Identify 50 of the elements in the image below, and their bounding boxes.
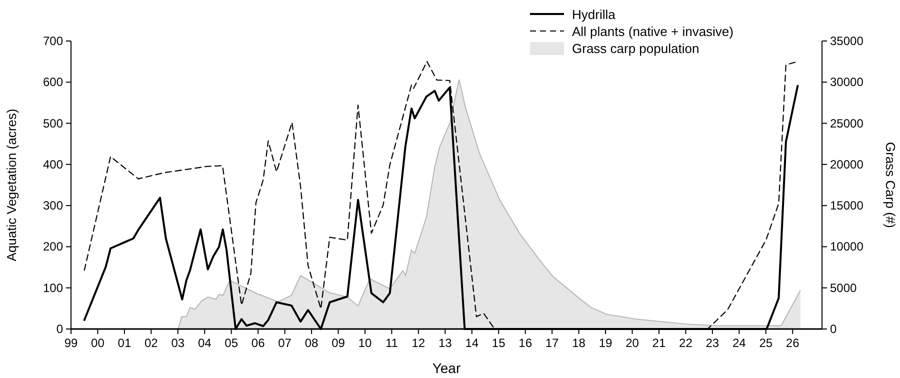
x-tick-label: 26 — [786, 336, 800, 350]
x-tick-label: 24 — [732, 336, 746, 350]
y2-tick-label: 15000 — [830, 198, 864, 213]
y-tick-label: 600 — [42, 75, 64, 90]
y-tick-label: 400 — [42, 157, 64, 172]
x-tick-label: 22 — [679, 336, 693, 350]
x-tick-label: 19 — [598, 336, 613, 350]
y2-tick-label: 0 — [830, 322, 837, 336]
y2-tick-label: 10000 — [830, 240, 864, 254]
y2-tick-label: 5000 — [830, 280, 858, 295]
x-tick-label: 10 — [358, 336, 372, 350]
x-tick-label: 18 — [572, 336, 586, 350]
y-tick-label: 300 — [42, 198, 64, 213]
x-tick-label: 13 — [438, 336, 452, 350]
y-tick-label: 200 — [42, 240, 64, 254]
y2-tick-label: 20000 — [830, 157, 864, 172]
x-tick-label: 06 — [251, 336, 266, 350]
legend-label: Grass carp population — [572, 41, 700, 56]
y-axis-title: Aquatic Vegetation (acres) — [4, 108, 19, 262]
x-tick-label: 23 — [706, 336, 720, 350]
y2-tick-label: 30000 — [830, 75, 864, 90]
x-tick-label: 99 — [64, 336, 78, 350]
x-tick-label: 09 — [332, 336, 346, 350]
y-tick-label: 0 — [56, 322, 64, 336]
y-tick-label: 700 — [42, 34, 64, 48]
x-tick-label: 16 — [518, 336, 532, 350]
x-tick-label: 02 — [144, 336, 158, 350]
x-tick-label: 14 — [465, 336, 479, 350]
x-tick-label: 03 — [171, 336, 185, 350]
x-tick-label: 07 — [278, 336, 292, 350]
x-tick-label: 15 — [492, 336, 506, 350]
x-tick-label: 00 — [91, 336, 105, 350]
x-tick-label: 12 — [412, 336, 426, 350]
x-tick-label: 05 — [224, 336, 238, 350]
x-tick-label: 04 — [198, 336, 212, 350]
legend-label: All plants (native + invasive) — [572, 24, 734, 39]
x-tick-label: 25 — [759, 336, 773, 350]
y2-tick-label: 25000 — [830, 116, 864, 130]
x-tick-label: 17 — [545, 336, 560, 350]
legend-label: Hydrilla — [572, 7, 616, 22]
y2-axis-title: Grass Carp (#) — [883, 142, 898, 228]
y2-tick-label: 35000 — [830, 34, 864, 48]
y-tick-label: 500 — [42, 116, 64, 130]
y-tick-label: 100 — [42, 280, 64, 295]
x-axis-title: Year — [432, 360, 461, 376]
x-tick-label: 08 — [304, 336, 319, 350]
x-tick-label: 11 — [385, 336, 398, 350]
x-tick-label: 01 — [118, 336, 132, 350]
x-tick-label: 21 — [652, 336, 666, 350]
x-tick-label: 20 — [626, 336, 640, 350]
